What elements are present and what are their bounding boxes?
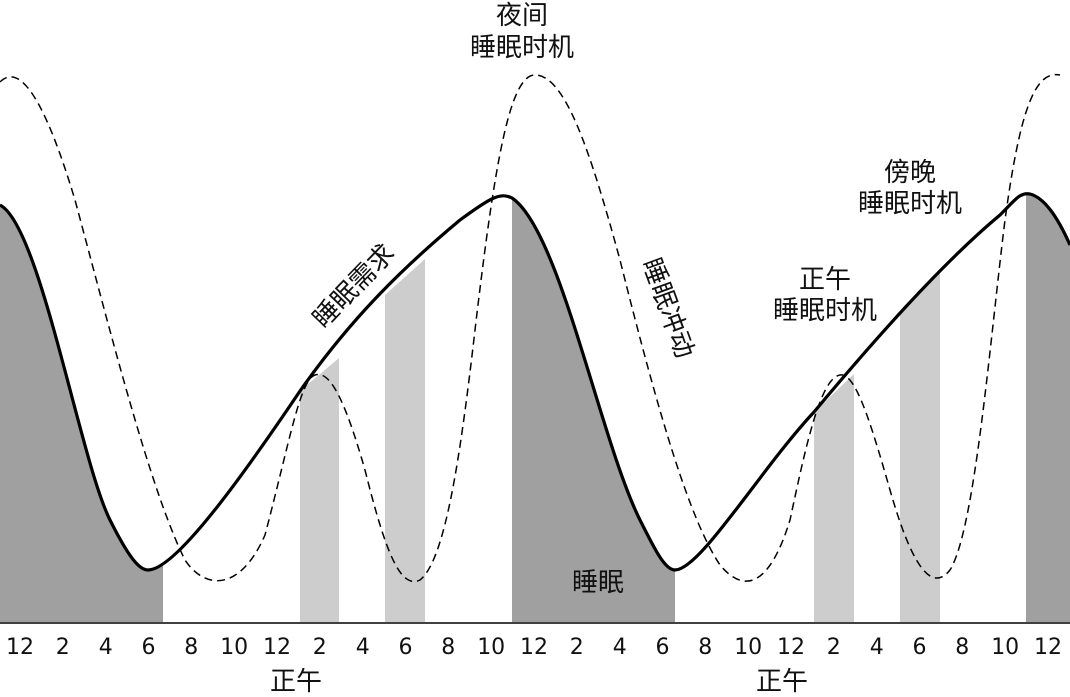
time-tick-label: 6: [913, 635, 927, 660]
time-tick-label: 2: [56, 635, 70, 660]
time-tick-label: 10: [220, 635, 248, 660]
time-tick-label: 2: [827, 635, 841, 660]
noon-axis-label-2: 正午: [756, 667, 808, 697]
noon-sleep-label-line2: 睡眠时机: [773, 296, 877, 326]
nap-bar-2: [385, 259, 425, 622]
evening-sleep-label-line2: 睡眠时机: [858, 189, 962, 219]
time-axis-ticks: 12 2 4 6 8 10 12 2 4 6 8 10 12 2 4 6 8 10 12 2 4 6 8 10 12: [6, 635, 1062, 660]
time-tick-label: 4: [356, 635, 370, 660]
sleep-area-2: [512, 198, 675, 622]
noon-sleep-label-line1: 正午: [799, 265, 851, 295]
time-tick-label: 6: [399, 635, 413, 660]
time-tick-label: 4: [870, 635, 884, 660]
sleep-area-3: [1026, 194, 1070, 622]
time-tick-label: 4: [99, 635, 113, 660]
time-tick-label: 8: [955, 635, 969, 660]
nap-bar-1: [300, 358, 339, 622]
time-tick-label: 2: [570, 635, 584, 660]
sleep-area-1: [0, 205, 163, 622]
time-tick-label: 10: [734, 635, 762, 660]
time-tick-label: 12: [1034, 635, 1062, 660]
evening-sleep-label-line1: 傍晚: [884, 158, 936, 188]
time-tick-label: 4: [613, 635, 627, 660]
time-tick-label: 12: [263, 635, 291, 660]
time-tick-label: 10: [991, 635, 1019, 660]
shaded-regions: [0, 194, 1070, 622]
nap-bar-4: [900, 272, 940, 622]
time-tick-label: 10: [477, 635, 505, 660]
nap-bar-3: [814, 374, 854, 622]
time-tick-label: 12: [520, 635, 548, 660]
time-tick-label: 8: [698, 635, 712, 660]
noon-axis-label-1: 正午: [270, 667, 322, 697]
time-tick-label: 12: [777, 635, 805, 660]
sleep-drive-label: 睡眠冲动: [636, 254, 700, 362]
time-tick-label: 6: [142, 635, 156, 660]
time-tick-label: 8: [184, 635, 198, 660]
time-tick-label: 2: [313, 635, 327, 660]
sleep-drive-curve: [0, 73, 1061, 583]
sleep-need-curve: [0, 192, 1070, 572]
time-tick-label: 8: [441, 635, 455, 660]
time-tick-label: 6: [656, 635, 670, 660]
night-sleep-label-line1: 夜间: [496, 1, 548, 31]
sleep-period-label: 睡眠: [572, 568, 624, 598]
time-tick-label: 12: [6, 635, 34, 660]
night-sleep-label-line2: 睡眠时机: [470, 33, 574, 63]
